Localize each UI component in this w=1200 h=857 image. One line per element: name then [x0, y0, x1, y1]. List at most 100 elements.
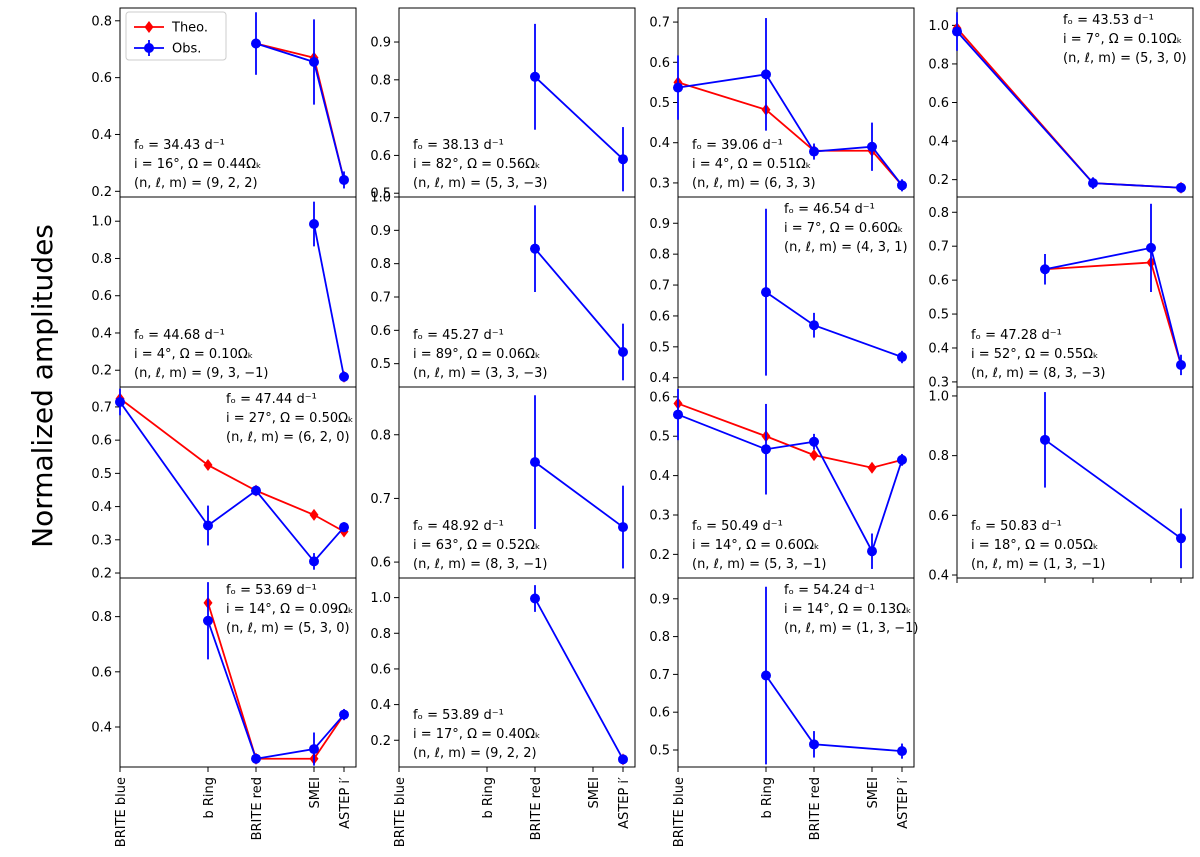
annotation-line: fₒ = 44.68 d⁻¹: [134, 328, 225, 343]
subplot-frame: [119, 196, 357, 388]
subplot-frame: [119, 577, 357, 768]
y-tick-label: 0.4: [91, 720, 112, 735]
y-tick-label: 0.4: [370, 698, 391, 713]
obs-series: [761, 586, 907, 765]
y-tick-label: 0.7: [370, 111, 391, 126]
annotation-line: i = 16°, Ω = 0.44Ωₖ: [134, 157, 262, 172]
x-tick-label: SMEI: [866, 777, 881, 809]
annotation-line: (n, ℓ, m) = (6, 2, 0): [226, 430, 350, 445]
subplot-frame: [956, 196, 1194, 388]
subplot-12: 0.4 0.6 0.8 1.0 fₒ = 50.83 d⁻¹ i = 18°, Ω = 0…: [928, 386, 1194, 584]
y-tick-label: 0.3: [91, 533, 112, 548]
x-tick-label: ASTEP i′: [338, 777, 353, 829]
y-tick-label: 0.6: [91, 71, 112, 86]
y-tick-label: 0.4: [649, 371, 670, 386]
y-tick-label: 0.8: [649, 630, 670, 645]
obs-point: [339, 371, 349, 382]
theo-point: [867, 461, 877, 474]
y-tick-label: 0.6: [649, 309, 670, 324]
obs-series: [952, 12, 1186, 193]
subplot-frame: [677, 7, 915, 198]
obs-series: [530, 395, 628, 569]
subplot-2: 0.5 0.6 0.7 0.8 0.9 fₒ = 38.13 d⁻¹ i = 82°, Ω …: [370, 7, 636, 202]
annotation-line: (n, ℓ, m) = (4, 3, 1): [784, 240, 908, 255]
annotation-line: (n, ℓ, m) = (9, 2, 2): [413, 746, 537, 761]
obs-point: [1176, 359, 1186, 370]
theo-point: [309, 508, 319, 521]
subplot-7: 0.4 0.5 0.6 0.7 0.8 0.9 fₒ = 46.54 d⁻¹ i = 7°, …: [649, 196, 915, 388]
y-tick-label: 0.6: [370, 324, 391, 339]
annotation-line: fₒ = 43.53 d⁻¹: [1063, 13, 1154, 28]
y-tick-label: 0.5: [928, 308, 949, 323]
obs-point: [1088, 178, 1098, 189]
obs-series-line: [534, 76, 624, 160]
obs-series: [530, 23, 628, 192]
annotation-line: fₒ = 53.69 d⁻¹: [226, 583, 317, 598]
subplot-13: 0.4 0.6 0.8 fₒ = 53.69 d⁻¹ i = 14°, Ω = 0.09…: [91, 577, 357, 772]
obs-point: [1176, 533, 1186, 544]
y-tick-label: 1.0: [370, 591, 391, 606]
annotation-line: (n, ℓ, m) = (9, 3, −1): [134, 366, 268, 381]
y-tick-label: 0.8: [91, 252, 112, 267]
y-tick-label: 0.7: [928, 240, 949, 255]
y-tick-label: 0.6: [649, 390, 670, 405]
y-tick-label: 0.9: [649, 592, 670, 607]
obs-point: [673, 82, 683, 93]
y-tick-label: 0.5: [649, 340, 670, 355]
obs-point: [618, 154, 628, 165]
obs-point: [251, 38, 261, 49]
obs-point: [339, 709, 349, 720]
annotation-line: (n, ℓ, m) = (1, 3, −1): [784, 621, 918, 636]
y-tick-label: 1.0: [91, 215, 112, 230]
y-tick-label: 0.4: [649, 136, 670, 151]
obs-point: [203, 520, 213, 531]
annotation-line: i = 63°, Ω = 0.52Ωₖ: [413, 538, 541, 553]
subplot-frame: [119, 386, 357, 579]
y-tick-label: 0.5: [649, 743, 670, 758]
annotation-line: fₒ = 39.06 d⁻¹: [692, 138, 783, 153]
obs-point: [867, 546, 877, 557]
x-tick-label: ASTEP i′: [617, 777, 632, 829]
y-tick-label: 0.4: [649, 469, 670, 484]
obs-point: [309, 744, 319, 755]
obs-point: [530, 593, 540, 604]
obs-series: [115, 388, 349, 570]
y-tick-label: 0.7: [649, 279, 670, 294]
obs-point: [530, 457, 540, 468]
y-tick-label: 0.6: [370, 662, 391, 677]
y-tick-label: 0.8: [649, 248, 670, 263]
annotation-line: fₒ = 45.27 d⁻¹: [413, 328, 504, 343]
obs-series: [673, 18, 907, 192]
y-tick-label: 0.8: [370, 428, 391, 443]
obs-series-line: [534, 461, 624, 528]
obs-series: [1040, 392, 1186, 569]
legend: Theo. Obs.: [125, 11, 227, 61]
y-tick-label: 0.4: [91, 500, 112, 515]
obs-series-line: [534, 598, 624, 760]
obs-point: [618, 522, 628, 533]
annotation-line: fₒ = 47.44 d⁻¹: [226, 392, 317, 407]
y-tick-label: 0.6: [928, 509, 949, 524]
annotation-line: fₒ = 46.54 d⁻¹: [784, 202, 875, 217]
y-tick-label: 0.3: [649, 508, 670, 523]
obs-point: [809, 146, 819, 157]
y-tick-label: 0.5: [649, 430, 670, 445]
x-tick-labels: BRITE blue b Ring BRITE red SMEI ASTEP i′ BRI…: [114, 777, 911, 847]
y-tick-label: 0.6: [649, 706, 670, 721]
y-tick-label: 0.8: [928, 206, 949, 221]
y-tick-label: 0.4: [91, 128, 112, 143]
annotation-line: i = 52°, Ω = 0.55Ωₖ: [971, 347, 1099, 362]
y-tick-label: 0.6: [928, 274, 949, 289]
annotation-line: i = 14°, Ω = 0.60Ωₖ: [692, 538, 820, 553]
annotation-line: (n, ℓ, m) = (5, 3, −1): [692, 557, 826, 572]
obs-point: [761, 287, 771, 298]
y-tick-label: 0.8: [370, 627, 391, 642]
obs-series: [530, 585, 628, 765]
x-tick-label: b Ring: [202, 777, 217, 819]
y-tick-label: 0.5: [370, 187, 391, 202]
obs-point: [339, 522, 349, 533]
x-tick-label: BRITE red: [529, 777, 544, 840]
x-tick-label: SMEI: [308, 777, 323, 809]
obs-point: [952, 26, 962, 37]
annotation-line: i = 17°, Ω = 0.40Ωₖ: [413, 727, 541, 742]
